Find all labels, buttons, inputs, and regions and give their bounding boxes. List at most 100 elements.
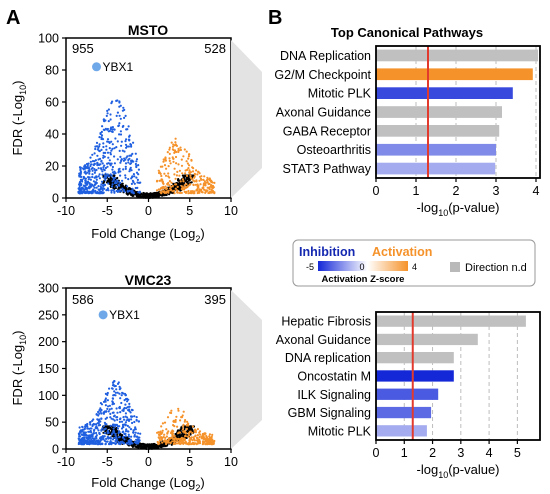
- point-down: [107, 189, 110, 192]
- category-label: ILK Signaling: [297, 388, 371, 402]
- point-ns: [164, 444, 167, 447]
- category-label: G2/M Checkpoint: [274, 68, 371, 82]
- point-down: [120, 427, 124, 430]
- point-down: [130, 415, 133, 418]
- point-up: [209, 180, 213, 183]
- point-down: [90, 192, 93, 195]
- points-layer: [77, 380, 216, 450]
- point-up: [193, 175, 196, 178]
- point-down: [111, 171, 114, 174]
- point-down: [107, 108, 110, 111]
- point-ns: [130, 193, 133, 196]
- point-down: [95, 141, 99, 144]
- point-down: [124, 430, 128, 433]
- point-down: [91, 419, 94, 422]
- point-down: [113, 380, 116, 383]
- x-tick-label: 5: [186, 204, 193, 218]
- point-down: [122, 392, 125, 395]
- point-down: [134, 426, 137, 429]
- point-down: [128, 189, 131, 192]
- point-down: [79, 173, 82, 176]
- point-up: [196, 173, 199, 176]
- point-up: [183, 148, 186, 151]
- point-down: [113, 128, 116, 131]
- point-down: [110, 149, 113, 152]
- x-axis-label: Fold Change (Log2): [91, 226, 204, 244]
- point-down: [106, 162, 109, 165]
- point-down: [99, 436, 102, 439]
- category-label: DNA replication: [285, 351, 371, 365]
- point-up: [206, 178, 209, 181]
- point-down: [91, 190, 94, 193]
- point-ns: [178, 182, 181, 185]
- point-down: [93, 152, 96, 155]
- point-down: [108, 387, 111, 390]
- point-up: [165, 191, 168, 194]
- point-down: [113, 190, 116, 193]
- point-up: [206, 189, 209, 192]
- point-up: [179, 440, 182, 443]
- point-up: [185, 423, 189, 426]
- point-down: [106, 436, 109, 439]
- point-down: [92, 442, 95, 445]
- point-down: [134, 431, 137, 434]
- point-down: [125, 428, 128, 431]
- point-down: [116, 190, 119, 193]
- point-down: [133, 175, 136, 178]
- point-down: [83, 185, 86, 188]
- point-down: [104, 404, 107, 407]
- point-ns: [189, 425, 192, 428]
- point-ns: [114, 427, 117, 430]
- point-down: [128, 405, 131, 408]
- point-down: [106, 431, 110, 434]
- point-down: [120, 394, 123, 397]
- point-down: [120, 144, 123, 147]
- points-layer: [77, 99, 216, 200]
- point-down: [136, 438, 139, 441]
- point-down: [111, 403, 114, 406]
- point-down: [126, 185, 129, 188]
- point-up: [161, 190, 164, 193]
- point-up: [169, 411, 172, 414]
- point-down: [119, 417, 122, 420]
- point-up: [193, 172, 196, 175]
- legend-nd-label: Direction n.d: [465, 262, 527, 274]
- point-ns: [158, 444, 161, 447]
- point-down: [127, 441, 130, 444]
- point-up: [176, 191, 179, 194]
- point-down: [108, 175, 111, 178]
- point-ns: [143, 445, 146, 448]
- point-up: [184, 172, 187, 175]
- point-down: [78, 426, 81, 429]
- point-up: [179, 148, 182, 152]
- point-up: [159, 172, 162, 175]
- x-tick-label: -5: [102, 204, 113, 218]
- point-down: [103, 435, 106, 438]
- point-down: [104, 399, 107, 402]
- point-up: [161, 429, 164, 432]
- point-down: [98, 412, 101, 415]
- point-up: [176, 439, 179, 442]
- point-up: [164, 440, 167, 443]
- point-up: [172, 160, 175, 163]
- point-up: [155, 189, 159, 192]
- point-up: [164, 159, 167, 162]
- point-down: [108, 147, 111, 150]
- point-down: [118, 431, 121, 434]
- y-tick-label: 80: [45, 64, 59, 78]
- point-down: [85, 188, 88, 191]
- point-down: [99, 185, 102, 188]
- point-down: [78, 435, 81, 438]
- point-up: [188, 153, 191, 156]
- point-down: [112, 176, 115, 179]
- point-up: [196, 440, 199, 443]
- point-ns: [174, 432, 177, 436]
- point-up: [162, 160, 165, 163]
- point-down: [133, 435, 136, 438]
- point-down: [90, 442, 93, 445]
- point-up: [168, 159, 171, 162]
- point-up: [182, 155, 185, 158]
- point-down: [112, 424, 115, 427]
- point-up: [174, 177, 177, 180]
- point-up: [184, 419, 187, 422]
